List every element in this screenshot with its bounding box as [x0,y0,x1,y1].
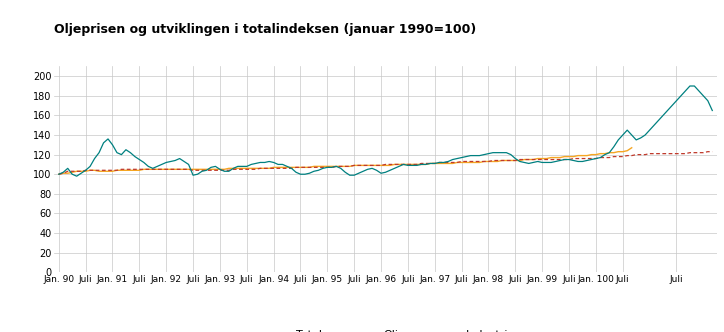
Legend: Total, Olje, Industri: Total, Olje, Industri [258,326,513,332]
Text: Oljeprisen og utviklingen i totalindeksen (januar 1990=100): Oljeprisen og utviklingen i totalindekse… [54,23,476,36]
